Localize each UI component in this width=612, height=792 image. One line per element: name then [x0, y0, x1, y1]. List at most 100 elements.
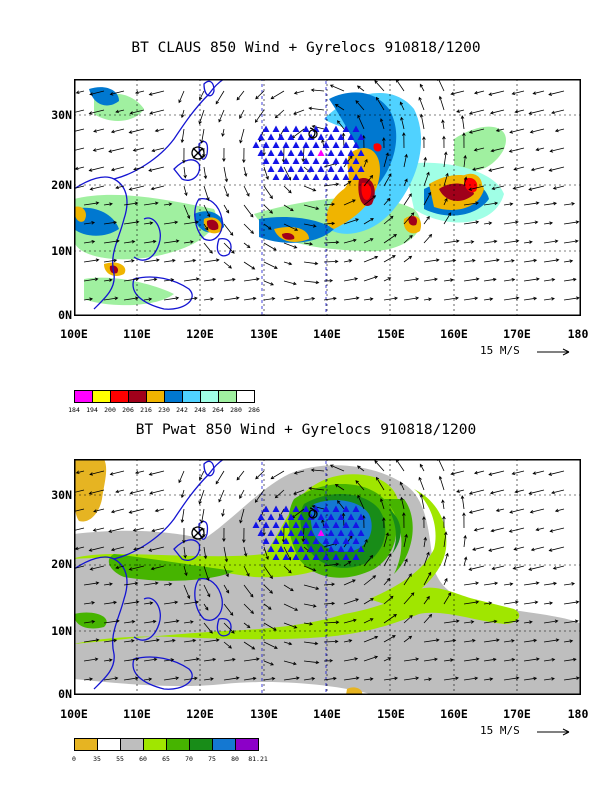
- wind-vector: [239, 109, 245, 120]
- panel1-gyre-markers: [252, 125, 365, 180]
- panel1-xlabel-120e: 120E: [186, 327, 214, 341]
- gyre-location-marker: [267, 513, 275, 520]
- wind-vector: [323, 676, 337, 681]
- wind-vector: [508, 147, 525, 153]
- panel2-colorbar-swatch: [143, 738, 167, 751]
- panel1-coastlines: [74, 79, 232, 310]
- wind-vector: [223, 223, 234, 236]
- gyre-location-marker: [347, 545, 355, 552]
- wind-vector: [463, 258, 476, 263]
- gyre-location-marker: [292, 505, 300, 512]
- wind-vector: [443, 172, 449, 187]
- gyre-location-marker: [312, 521, 320, 528]
- wind-vector: [403, 255, 413, 263]
- wind-vector: [83, 297, 94, 301]
- wind-vector: [263, 204, 273, 214]
- gyre-location-marker: [307, 545, 315, 552]
- wind-vector: [83, 677, 94, 681]
- wind-vector: [523, 600, 539, 605]
- gyre-location-marker: [287, 133, 295, 140]
- wind-vector: [549, 527, 565, 533]
- wind-vector: [508, 527, 525, 533]
- wind-vector: [143, 657, 158, 662]
- wind-vector: [403, 234, 413, 244]
- gyre-location-marker: [277, 529, 285, 536]
- wind-vector: [109, 470, 125, 476]
- wind-vector: [543, 201, 558, 206]
- panel2-colorbar-label: 55: [116, 755, 124, 763]
- wind-vector: [123, 676, 139, 681]
- wind-vector: [283, 641, 293, 646]
- wind-vector: [563, 296, 580, 301]
- panel1-colorbar-label: 184: [68, 406, 80, 414]
- wind-vector: [123, 296, 139, 301]
- wind-vector: [223, 565, 229, 578]
- wind-vector: [83, 657, 99, 662]
- wind-vector: [199, 90, 205, 101]
- gyre-location-marker: [292, 521, 300, 528]
- gyre-location-marker: [272, 553, 280, 560]
- wind-vector: [103, 202, 113, 206]
- wind-vector: [303, 622, 314, 626]
- wind-vector: [463, 657, 480, 662]
- panel2-coastlines: [74, 459, 232, 690]
- wind-vector: [334, 104, 345, 111]
- wind-vector: [462, 132, 466, 149]
- gyre-location-marker: [272, 141, 280, 148]
- wind-vector: [383, 277, 392, 282]
- gyre-location-marker: [342, 173, 350, 180]
- wind-vector: [203, 223, 209, 231]
- panel1-xlabel-100e: 100E: [60, 327, 88, 341]
- wind-vector: [403, 573, 412, 586]
- wind-vector: [463, 220, 480, 225]
- gyre-location-marker: [262, 157, 270, 164]
- wind-vector: [92, 147, 105, 152]
- wind-vector: [103, 278, 113, 282]
- wind-vector: [403, 558, 408, 567]
- wind-vector: [243, 546, 248, 557]
- wind-vector: [283, 676, 300, 681]
- wind-vector: [103, 676, 119, 681]
- panel1-gyre-center-icon: [191, 127, 318, 160]
- wind-vector: [283, 565, 292, 574]
- panel1-colorbar-label: 216: [140, 406, 152, 414]
- wind-vector: [163, 638, 176, 643]
- panel1-xlabel-110e: 110E: [123, 327, 151, 341]
- gyre-location-marker: [277, 165, 285, 172]
- wind-vector: [311, 124, 325, 130]
- wind-vector: [483, 201, 499, 206]
- wind-vector: [75, 90, 85, 94]
- gyre-location-marker: [342, 521, 350, 528]
- wind-vector: [323, 620, 340, 625]
- wind-vector: [103, 258, 118, 263]
- wind-vector: [123, 600, 140, 605]
- gyre-location-marker: [277, 149, 285, 156]
- wind-vector: [357, 114, 365, 130]
- panel1-colorbar-label: 206: [122, 406, 134, 414]
- wind-vector: [543, 601, 554, 605]
- wind-vector: [293, 489, 305, 495]
- gyre-location-marker: [322, 505, 330, 512]
- wind-vector: [223, 657, 236, 662]
- gyre-location-marker: [317, 149, 325, 156]
- wind-vector: [460, 495, 465, 510]
- wind-vector: [441, 499, 445, 510]
- wind-vector: [283, 166, 292, 181]
- wind-vector: [511, 470, 525, 476]
- gyre-location-marker: [317, 529, 325, 536]
- wind-vector: [383, 197, 391, 206]
- wind-vector: [402, 512, 406, 529]
- panel2-colorbar-label: 35: [93, 755, 101, 763]
- gyre-location-marker: [287, 165, 295, 172]
- wind-vector: [543, 258, 560, 263]
- wind-vector: [443, 592, 452, 605]
- panel1-map: [74, 79, 581, 316]
- wind-vector: [383, 255, 396, 263]
- wind-vector: [456, 489, 465, 493]
- panel2-gyre-markers: [252, 505, 365, 560]
- wind-vector: [263, 297, 276, 301]
- panel1-colorbar-label: 200: [104, 406, 116, 414]
- gyre-location-marker: [302, 521, 310, 528]
- wind-vector: [323, 562, 340, 567]
- gyre-location-marker: [257, 513, 265, 520]
